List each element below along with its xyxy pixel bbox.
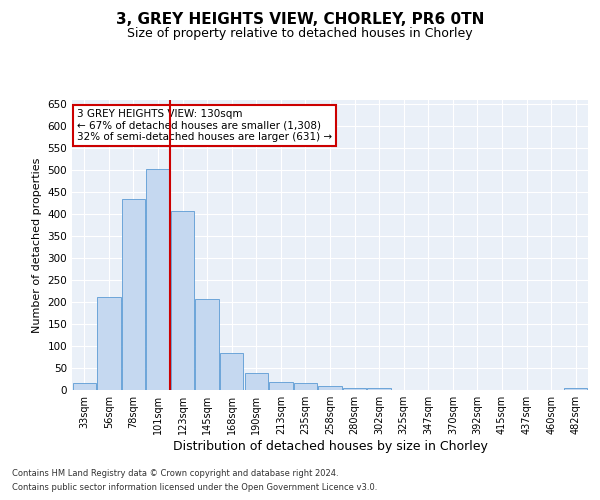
Text: 3 GREY HEIGHTS VIEW: 130sqm
← 67% of detached houses are smaller (1,308)
32% of : 3 GREY HEIGHTS VIEW: 130sqm ← 67% of det… xyxy=(77,108,332,142)
Text: Contains HM Land Registry data © Crown copyright and database right 2024.: Contains HM Land Registry data © Crown c… xyxy=(12,468,338,477)
Bar xyxy=(343,388,366,390)
Bar xyxy=(196,299,219,390)
Bar xyxy=(220,353,244,390)
Text: Contains public sector information licensed under the Open Government Licence v3: Contains public sector information licen… xyxy=(12,484,377,492)
Text: 3, GREY HEIGHTS VIEW, CHORLEY, PR6 0TN: 3, GREY HEIGHTS VIEW, CHORLEY, PR6 0TN xyxy=(116,12,484,28)
Bar xyxy=(367,388,391,390)
Bar xyxy=(564,388,587,390)
Text: Size of property relative to detached houses in Chorley: Size of property relative to detached ho… xyxy=(127,28,473,40)
Bar xyxy=(122,199,145,390)
Bar xyxy=(97,297,121,390)
Bar xyxy=(245,374,268,390)
Bar xyxy=(319,386,341,390)
Bar xyxy=(146,169,170,390)
Bar xyxy=(73,384,96,390)
Y-axis label: Number of detached properties: Number of detached properties xyxy=(32,158,42,332)
Bar xyxy=(171,210,194,390)
Bar xyxy=(269,382,293,390)
Bar xyxy=(294,382,317,390)
X-axis label: Distribution of detached houses by size in Chorley: Distribution of detached houses by size … xyxy=(173,440,487,453)
